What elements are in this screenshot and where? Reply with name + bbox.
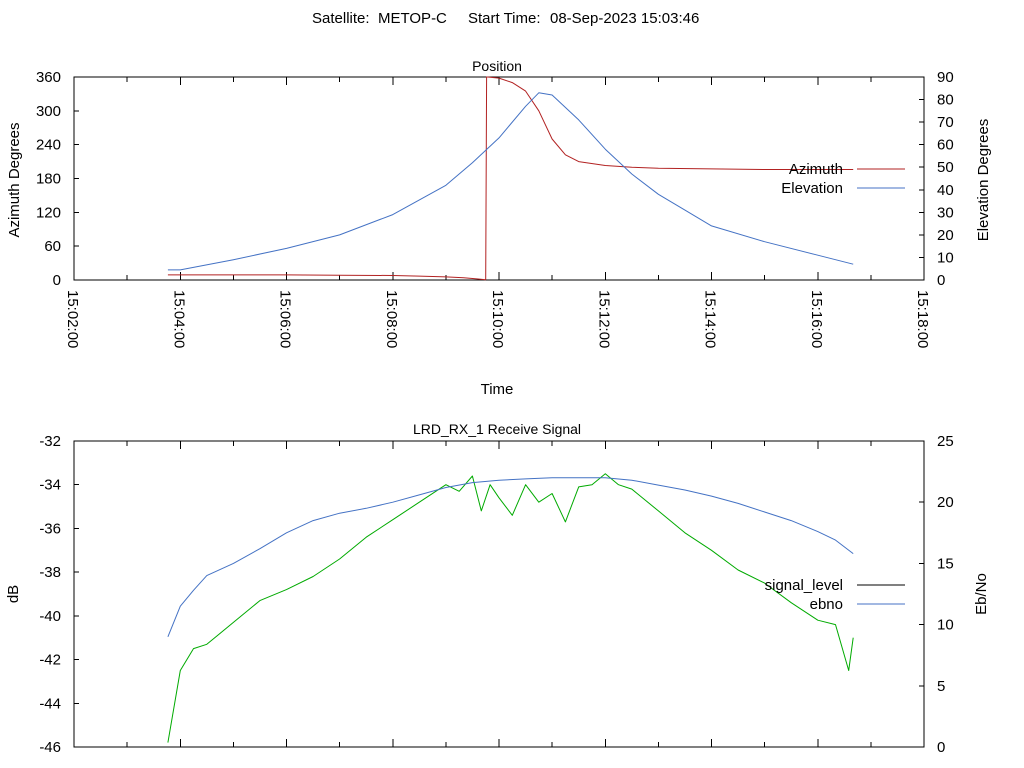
xtick-label: 15:04:00 — [170, 290, 187, 348]
ytick-label: -44 — [39, 695, 61, 712]
ytick-label: 300 — [36, 103, 61, 120]
ytick-label: -38 — [39, 564, 61, 581]
legend-label-elevation: Elevation — [781, 180, 843, 197]
signal-chart-title: LRD_RX_1 Receive Signal — [413, 421, 581, 437]
y2tick-label: 80 — [937, 92, 954, 109]
ytick-label: -34 — [39, 477, 61, 494]
y2tick-label: 5 — [937, 678, 945, 695]
legend-label-azimuth: Azimuth — [789, 161, 843, 178]
legend-label-ebno: ebno — [810, 596, 843, 613]
start-time-label: Start Time: — [468, 10, 541, 27]
receive-signal-chart: LRD_RX_1 Receive Signal dB Eb/No -32 -34 -… — [5, 421, 990, 756]
series-signal-level-line — [167, 473, 854, 743]
position-chart: Position Azimuth Degrees Elevation Degre… — [6, 58, 992, 398]
y2tick-label: 10 — [937, 249, 954, 266]
y2tick-label: 40 — [937, 182, 954, 199]
signal-plot-frame — [73, 440, 925, 748]
y2tick-label: 0 — [937, 272, 945, 289]
xtick-label: 15:14:00 — [702, 290, 719, 348]
ytick-label: -46 — [39, 739, 61, 756]
y2tick-label: 10 — [937, 617, 954, 634]
signal-legend: signal_level ebno — [765, 577, 905, 613]
y2tick-label: 25 — [937, 433, 954, 450]
legend-label-signal-level: signal_level — [765, 577, 843, 594]
ytick-label: 60 — [44, 238, 61, 255]
xtick-label: 15:06:00 — [277, 290, 294, 348]
ytick-label: 180 — [36, 171, 61, 188]
position-legend: Azimuth Elevation — [781, 161, 905, 197]
signal-y2label: Eb/No — [973, 573, 990, 615]
position-xlabel: Time — [481, 381, 514, 398]
xtick-label: 15:02:00 — [64, 290, 81, 348]
y2tick-label: 50 — [937, 159, 954, 176]
series-ebno-line — [167, 477, 854, 637]
satellite-label: Satellite: — [312, 10, 370, 27]
position-chart-title: Position — [472, 58, 522, 74]
ytick-label: -42 — [39, 652, 61, 669]
position-ylabel: Azimuth Degrees — [6, 122, 23, 237]
ytick-label: -32 — [39, 433, 61, 450]
y2tick-label: 90 — [937, 69, 954, 86]
ytick-label: 120 — [36, 204, 61, 221]
ytick-label: -36 — [39, 520, 61, 537]
series-azimuth-line — [167, 76, 854, 281]
start-time-value: 08-Sep-2023 15:03:46 — [550, 10, 699, 27]
y2tick-label: 20 — [937, 227, 954, 244]
ytick-label: -40 — [39, 608, 61, 625]
satellite-name: METOP-C — [378, 10, 447, 27]
y2tick-label: 70 — [937, 114, 954, 131]
ytick-label: 360 — [36, 69, 61, 86]
ytick-label: 0 — [53, 272, 61, 289]
xtick-label: 15:10:00 — [489, 290, 506, 348]
y2tick-label: 60 — [937, 137, 954, 154]
xtick-label: 15:16:00 — [808, 290, 825, 348]
xtick-label: 15:18:00 — [914, 290, 931, 348]
y2tick-label: 20 — [937, 494, 954, 511]
xtick-label: 15:08:00 — [383, 290, 400, 348]
y2tick-label: 0 — [937, 739, 945, 756]
xtick-label: 15:12:00 — [595, 290, 612, 348]
ytick-label: 240 — [36, 137, 61, 154]
signal-ylabel: dB — [5, 585, 22, 603]
y2tick-label: 15 — [937, 555, 954, 572]
y2tick-label: 30 — [937, 204, 954, 221]
position-y2label: Elevation Degrees — [975, 119, 992, 242]
series-elevation-line — [167, 92, 854, 271]
